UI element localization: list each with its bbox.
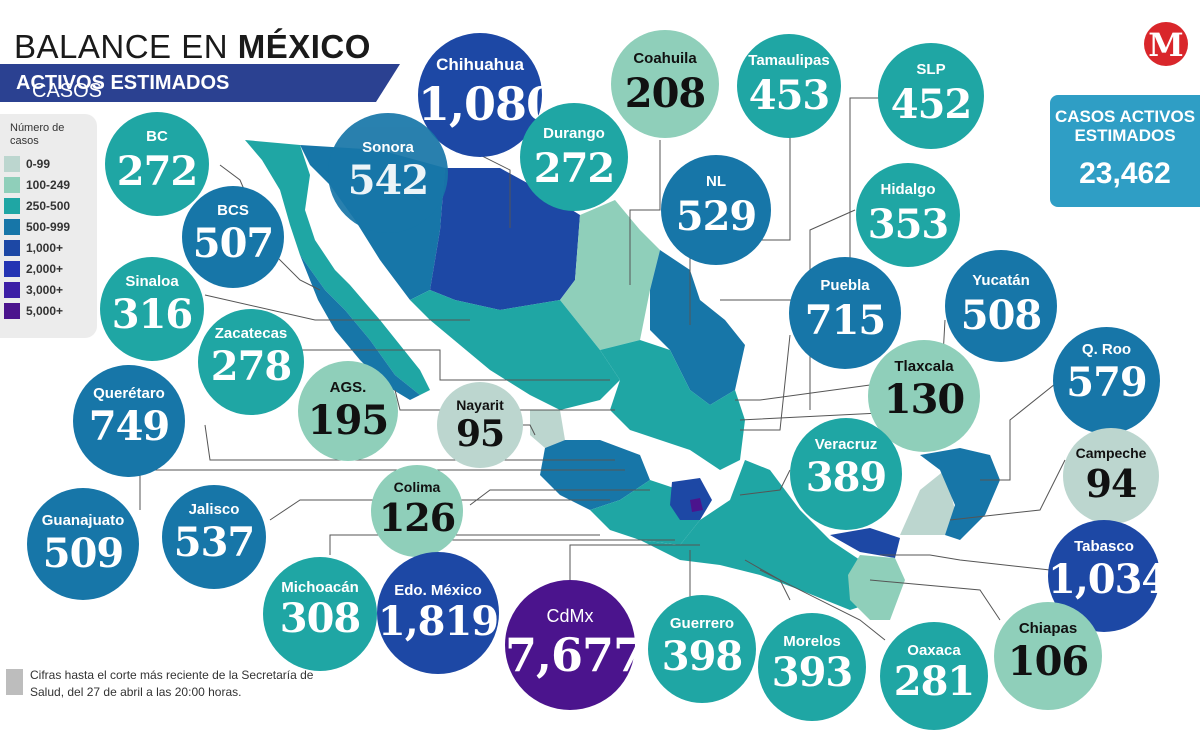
state-bubble-ags: AGS. 195	[298, 361, 398, 461]
central-shape	[600, 340, 745, 470]
state-bubble-yucatan: Yucatán 508	[945, 250, 1057, 362]
state-bubble-oaxaca: Oaxaca 281	[880, 622, 988, 730]
chihuahua-shape	[430, 168, 580, 310]
state-bubble-zacatecas: Zacatecas 278	[198, 309, 304, 415]
state-bubble-bcs: BCS 507	[182, 186, 284, 288]
state-bubble-guerrero: Guerrero 398	[648, 595, 756, 703]
state-bubble-campeche: Campeche 94	[1063, 428, 1159, 524]
state-bubble-cdmx: CdMx 7,677	[505, 580, 645, 710]
jalisco-shape	[540, 440, 650, 510]
nayarit-shape	[530, 410, 565, 448]
campeche-shape	[900, 470, 955, 535]
state-bubble-colima: Colima 126	[371, 465, 463, 557]
state-bubble-queretaro: Querétaro 749	[73, 365, 185, 477]
chiapas-shape	[848, 555, 905, 620]
state-bubble-tamaulipas: Tamaulipas 453	[737, 34, 841, 138]
state-bubble-guanajuato: Guanajuato 509	[27, 488, 139, 600]
state-bubble-chiapas: Chiapas 106	[994, 602, 1102, 710]
state-bubble-puebla: Puebla 715	[789, 257, 901, 369]
state-bubble-slp: SLP 452	[878, 43, 984, 149]
state-bubble-sinaloa: Sinaloa 316	[100, 257, 204, 361]
state-bubble-nl: NL 529	[661, 155, 771, 265]
legend-swatch	[4, 219, 20, 235]
legend-swatch	[4, 177, 20, 193]
south-shape	[640, 460, 880, 610]
footnote-marker	[6, 669, 23, 695]
state-bubble-q-roo: Q. Roo 579	[1053, 327, 1160, 434]
legend-item: 1,000+	[4, 238, 96, 258]
legend-swatch	[4, 261, 20, 277]
milenio-logo: M	[1144, 22, 1188, 66]
state-bubble-hidalgo: Hidalgo 353	[856, 163, 960, 267]
state-bubble-jalisco: Jalisco 537	[162, 485, 266, 589]
legend-swatch	[4, 240, 20, 256]
legend-item: 0-99	[4, 154, 96, 174]
page-title: BALANCE EN MÉXICO	[14, 28, 371, 65]
edomex-shape	[670, 478, 712, 520]
legend-item: 2,000+	[4, 259, 96, 279]
legend-title: Número de casos	[10, 122, 65, 147]
state-bubble-coahuila: Coahuila 208	[611, 30, 719, 138]
state-bubble-chihuahua: Chihuahua 1,080	[418, 33, 558, 157]
total-value: 23,462	[1079, 157, 1171, 190]
legend-item: 500-999	[4, 217, 96, 237]
legend-item: 100-249	[4, 175, 96, 195]
state-bubble-sonora: Sonora 542	[328, 113, 448, 233]
state-bubble-veracruz: Veracruz 389	[790, 418, 902, 530]
bcs-shape	[300, 255, 420, 400]
state-bubble-morelos: Morelos 393	[758, 613, 866, 721]
state-bubble-durango: Durango 272	[520, 103, 628, 211]
coahuila-shape	[560, 200, 660, 350]
state-bubble-bc: BC 272	[105, 112, 209, 216]
total-label: CASOS ACTIVOS ESTIMADOS	[1054, 107, 1196, 145]
footnote: Cifras hasta el corte más reciente de la…	[30, 668, 314, 699]
state-bubble-tabasco: Tabasco 1,034	[1048, 520, 1169, 632]
legend-swatch	[4, 303, 20, 319]
legend-item: 3,000+	[4, 280, 96, 300]
state-bubble-michoacan: Michoacán 308	[263, 557, 377, 671]
nl-tamaulipas-shape	[650, 250, 745, 405]
total-panel: CASOS ACTIVOS ESTIMADOS 23,462	[1050, 95, 1200, 207]
state-bubble-nayarit: Nayarit 95	[437, 382, 523, 468]
tabasco-shape	[830, 528, 900, 558]
baja-california-shape	[245, 140, 430, 395]
state-bubble-tlaxcala: Tlaxcala 130	[868, 340, 980, 452]
legend-swatch	[4, 156, 20, 172]
legend-swatch	[4, 198, 20, 214]
legend-item: 250-500	[4, 196, 96, 216]
cdmx-shape	[690, 498, 703, 512]
state-bubble-edo-mexico: Edo. México 1,819	[377, 552, 499, 674]
legend-swatch	[4, 282, 20, 298]
subtitle-banner: CASOS ACTIVOS ESTIMADOS	[0, 64, 400, 102]
legend-item: 5,000+	[4, 301, 96, 321]
legend: Número de casos 0-99 100-249 250-500 500…	[0, 114, 97, 338]
